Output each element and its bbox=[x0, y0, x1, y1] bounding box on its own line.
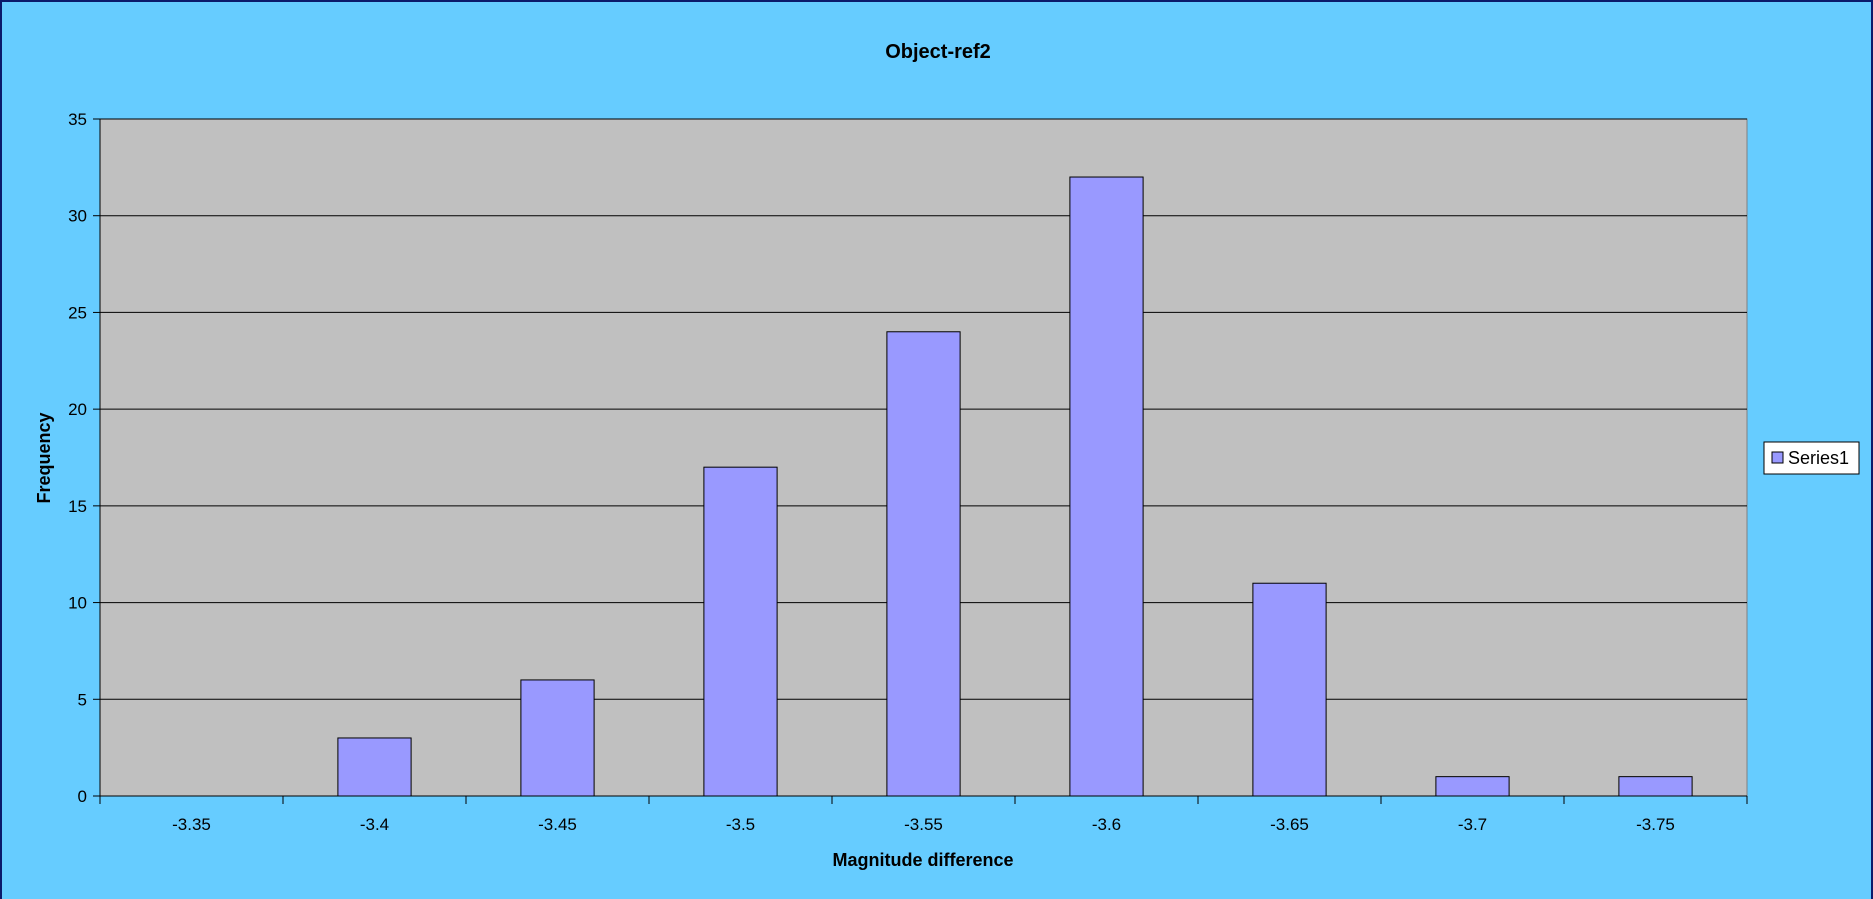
x-tick-label: -3.4 bbox=[360, 815, 389, 834]
x-tick-label: -3.6 bbox=[1092, 815, 1121, 834]
bar--3.4 bbox=[337, 737, 412, 797]
y-tick-label: 25 bbox=[68, 303, 87, 322]
x-tick-label: -3.75 bbox=[1636, 815, 1675, 834]
x-tick-label: -3.65 bbox=[1270, 815, 1309, 834]
y-tick-label: 20 bbox=[68, 400, 87, 419]
x-tick-label: -3.55 bbox=[904, 815, 943, 834]
legend-swatch bbox=[1771, 451, 1784, 464]
bar--3.75 bbox=[1618, 776, 1693, 797]
y-tick-label: 15 bbox=[68, 497, 87, 516]
x-axis-label: Magnitude difference bbox=[832, 850, 1013, 870]
y-tick-label: 10 bbox=[68, 594, 87, 613]
bar--3.55 bbox=[886, 331, 961, 797]
y-tick-label: 5 bbox=[78, 690, 87, 709]
axis-layer bbox=[93, 118, 1748, 804]
tick-layer: 0 5 10 15 20 25 30 35 -3.35 -3.4 -3.45 -3.5 -3.55 -3.… bbox=[68, 110, 1675, 834]
bar--3.65 bbox=[1252, 582, 1327, 797]
x-tick-label: -3.5 bbox=[726, 815, 755, 834]
bar--3.7 bbox=[1435, 776, 1510, 797]
chart-title: Object-ref2 bbox=[885, 41, 991, 63]
bar--3.6 bbox=[1069, 176, 1144, 797]
y-tick-label: 0 bbox=[78, 787, 87, 806]
y-axis-label: Frequency bbox=[34, 412, 54, 503]
x-tick-label: -3.35 bbox=[172, 815, 211, 834]
y-tick-label: 30 bbox=[68, 207, 87, 226]
legend-series-label: Series1 bbox=[1788, 448, 1849, 468]
grid-layer bbox=[100, 118, 1747, 700]
legend: Series1 bbox=[1763, 441, 1860, 475]
y-tick-label: 35 bbox=[68, 110, 87, 129]
x-tick-label: -3.7 bbox=[1458, 815, 1487, 834]
bar--3.5 bbox=[703, 466, 778, 797]
bar-layer bbox=[337, 176, 1693, 797]
x-tick-label: -3.45 bbox=[538, 815, 577, 834]
bar--3.45 bbox=[520, 679, 595, 797]
